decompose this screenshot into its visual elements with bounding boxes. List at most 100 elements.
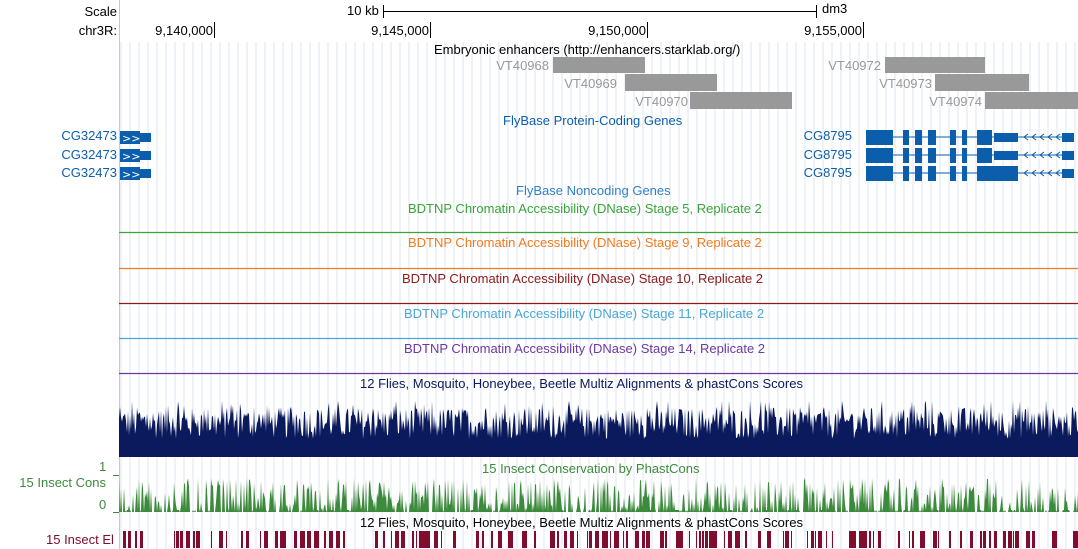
conserved-element xyxy=(912,531,914,548)
track-title-dnase-stage10[interactable]: BDTNP Chromatin Accessibility (DNase) St… xyxy=(402,271,764,286)
assembly-label: dm3 xyxy=(822,1,848,16)
conserved-element xyxy=(186,531,190,548)
conserved-element xyxy=(526,531,527,548)
track-title-dnase-stage11[interactable]: BDTNP Chromatin Accessibility (DNase) St… xyxy=(404,306,765,321)
conserved-element xyxy=(980,531,982,548)
strand-arrow xyxy=(1039,169,1045,177)
gene-label[interactable]: CG8795 xyxy=(803,165,852,180)
conserved-element xyxy=(709,531,711,548)
track-title-dnase-stage14[interactable]: BDTNP Chromatin Accessibility (DNase) St… xyxy=(404,341,766,356)
enhancer-label[interactable]: VT40973 xyxy=(879,76,932,91)
gene-label[interactable]: CG8795 xyxy=(803,147,852,162)
track-title-enhancers[interactable]: Embryonic enhancers (http://enhancers.st… xyxy=(434,42,741,57)
enhancer-feature xyxy=(885,57,985,73)
axis-min-label: 0 xyxy=(99,497,107,512)
conserved-element xyxy=(246,531,249,548)
gene-exon xyxy=(866,130,893,145)
conserved-element xyxy=(702,531,704,548)
conserved-element xyxy=(264,531,268,548)
track-title-dnase-stage5[interactable]: BDTNP Chromatin Accessibility (DNase) St… xyxy=(408,201,762,216)
gene-exon xyxy=(866,148,893,163)
conserved-element xyxy=(211,531,212,548)
conserved-element xyxy=(401,531,405,548)
strand-arrow xyxy=(1023,151,1029,159)
conserved-element xyxy=(607,531,608,548)
strand-arrow xyxy=(1039,133,1045,141)
conserved-element xyxy=(853,531,856,548)
multiz-wiggle xyxy=(119,401,1078,457)
track-title-elements[interactable]: 12 Flies, Mosquito, Honeybee, Beetle Mul… xyxy=(360,515,803,530)
conserved-element xyxy=(1032,531,1034,548)
enhancer-feature xyxy=(985,92,1078,109)
phastcons-wiggle xyxy=(119,478,1078,512)
gene-utr xyxy=(140,151,151,160)
conserved-element xyxy=(832,531,833,548)
gene-exon xyxy=(915,148,922,163)
side-label-insect-cons[interactable]: 15 Insect Cons xyxy=(19,475,106,490)
conserved-element xyxy=(587,531,588,548)
gene-label[interactable]: CG32473 xyxy=(61,128,117,143)
conserved-element xyxy=(878,531,881,548)
track-title-noncoding[interactable]: FlyBase Noncoding Genes xyxy=(516,183,671,198)
conserved-element xyxy=(1073,531,1077,548)
conserved-element xyxy=(994,531,997,548)
gene-exon xyxy=(950,148,956,163)
conserved-element xyxy=(196,531,200,548)
enhancer-feature xyxy=(935,74,1029,91)
gene-exon xyxy=(903,148,909,163)
conserved-element xyxy=(938,531,939,548)
gene-exon xyxy=(866,166,893,181)
track-title-dnase-stage9[interactable]: BDTNP Chromatin Accessibility (DNase) St… xyxy=(408,235,762,250)
gene-exon xyxy=(928,148,936,163)
conserved-element xyxy=(714,531,717,548)
track-title-phastcons[interactable]: 15 Insect Conservation by PhastCons xyxy=(482,461,700,476)
conserved-element xyxy=(395,531,399,548)
conserved-element xyxy=(343,531,345,548)
conserved-element xyxy=(219,531,223,548)
enhancer-label[interactable]: VT40970 xyxy=(635,94,688,109)
conserved-element xyxy=(724,531,725,548)
gene-exon xyxy=(915,130,922,145)
conserved-element xyxy=(615,531,619,548)
enhancer-label[interactable]: VT40969 xyxy=(564,76,617,91)
conserved-element xyxy=(391,531,392,548)
conserved-element xyxy=(336,531,340,548)
conserved-element xyxy=(642,531,645,548)
gene-label[interactable]: CG8795 xyxy=(803,128,852,143)
conserved-element xyxy=(589,531,592,548)
conserved-element xyxy=(416,531,417,548)
conserved-element xyxy=(783,531,784,548)
conserved-element xyxy=(318,531,319,548)
conserved-element xyxy=(849,531,853,548)
gene-exon xyxy=(928,166,936,181)
side-label-insect-el[interactable]: 15 Insect El xyxy=(46,532,114,547)
conserved-element xyxy=(509,531,513,548)
conserved-element xyxy=(552,531,555,548)
conserved-element xyxy=(434,531,438,548)
conserved-element xyxy=(1015,531,1019,548)
enhancer-label[interactable]: VT40974 xyxy=(929,94,982,109)
enhancer-label[interactable]: VT40972 xyxy=(828,58,881,73)
conserved-element xyxy=(1026,531,1030,548)
conserved-element xyxy=(294,531,297,548)
ruler-position: 9,145,000 xyxy=(371,23,429,38)
enhancer-feature xyxy=(625,74,717,91)
conserved-element xyxy=(476,531,479,548)
track-title-protein-coding[interactable]: FlyBase Protein-Coding Genes xyxy=(503,113,683,128)
conserved-element xyxy=(491,531,493,548)
conserved-element xyxy=(870,531,871,548)
conserved-element xyxy=(135,531,137,548)
conserved-element xyxy=(1034,531,1035,548)
track-title-multiz[interactable]: 12 Flies, Mosquito, Honeybee, Beetle Mul… xyxy=(360,376,803,391)
strand-arrow xyxy=(1055,151,1061,159)
conserved-element xyxy=(441,531,442,548)
enhancer-label[interactable]: VT40968 xyxy=(496,58,549,73)
conserved-element xyxy=(738,531,740,548)
conserved-element xyxy=(933,531,937,548)
conserved-element xyxy=(128,531,131,548)
gene-label[interactable]: CG32473 xyxy=(61,147,117,162)
gene-exon xyxy=(994,151,1018,160)
gene-label[interactable]: CG32473 xyxy=(61,165,117,180)
